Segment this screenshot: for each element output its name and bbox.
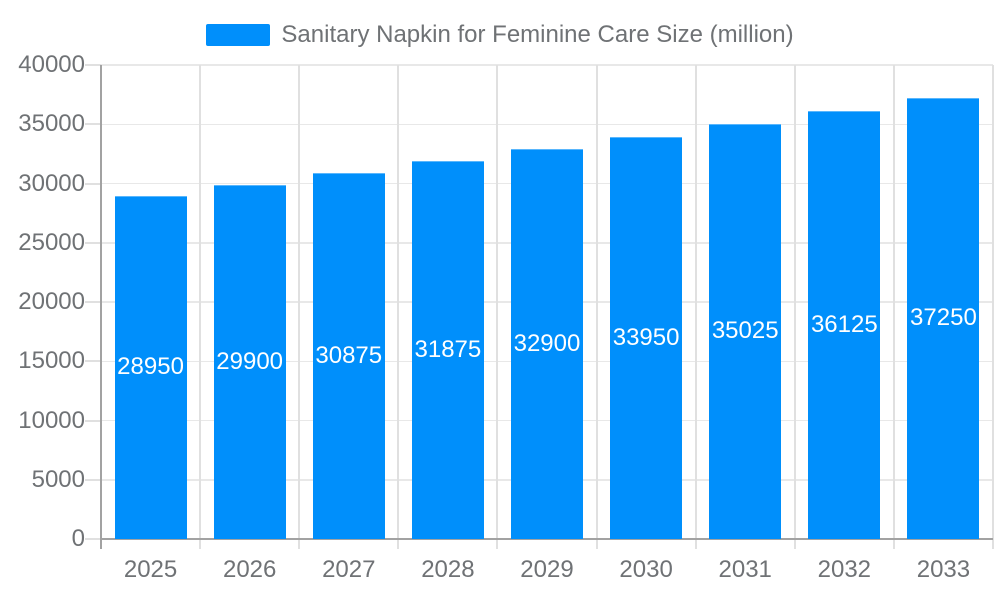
x-axis-label: 2033 xyxy=(916,556,971,583)
bar-2033[interactable] xyxy=(907,97,980,539)
bar-value-label: 28950 xyxy=(117,353,184,381)
x-axis-label: 2027 xyxy=(322,556,376,583)
bar-2030[interactable] xyxy=(610,136,683,539)
y-axis-tick xyxy=(85,123,101,126)
y-axis-label: 0 xyxy=(71,525,85,552)
y-axis-tick xyxy=(85,241,101,244)
y-axis-label: 35000 xyxy=(18,110,85,138)
bar-value-label: 33950 xyxy=(612,323,680,351)
y-axis-tick xyxy=(85,64,101,66)
bar-value-label: 32900 xyxy=(513,330,581,358)
y-axis-tick xyxy=(85,538,101,540)
bar-value-label: 29900 xyxy=(216,347,284,375)
bar-value-label: 31875 xyxy=(414,336,482,364)
y-axis-label: 20000 xyxy=(18,288,85,315)
bar-value-label: 35025 xyxy=(711,317,779,345)
y-axis-tick xyxy=(85,419,101,422)
y-axis-label: 15000 xyxy=(18,347,85,375)
x-axis-label: 2028 xyxy=(421,556,475,583)
x-axis-label: 2032 xyxy=(817,556,872,583)
legend[interactable]: Sanitary Napkin for Feminine Care Size (… xyxy=(0,21,1000,49)
bar-2031[interactable] xyxy=(709,123,782,539)
bar-2028[interactable] xyxy=(411,161,484,539)
gridline-vertical xyxy=(694,65,697,549)
bar-2032[interactable] xyxy=(808,110,881,539)
y-axis-label: 10000 xyxy=(18,406,85,434)
y-axis-tick xyxy=(85,478,101,481)
x-axis-label: 2029 xyxy=(520,556,574,583)
y-axis-line xyxy=(100,65,102,549)
bar-value-label: 30875 xyxy=(315,342,383,370)
x-axis-label: 2026 xyxy=(222,556,277,583)
bar-value-label: 37250 xyxy=(910,304,977,332)
gridline-vertical xyxy=(595,65,598,549)
y-axis-label: 25000 xyxy=(18,228,85,256)
x-axis-label: 2031 xyxy=(718,556,772,583)
bar-2029[interactable] xyxy=(511,149,583,539)
y-axis-label: 40000 xyxy=(18,51,85,78)
x-axis-label: 2025 xyxy=(123,556,178,583)
gridline-vertical xyxy=(496,65,499,549)
y-axis-tick xyxy=(85,360,101,363)
x-axis-label: 2030 xyxy=(619,556,673,583)
gridline-vertical xyxy=(793,65,796,549)
gridline-vertical xyxy=(992,65,994,549)
gridline-vertical xyxy=(298,65,301,549)
gridline-vertical xyxy=(892,65,895,549)
legend-label: Sanitary Napkin for Feminine Care Size (… xyxy=(281,21,794,48)
gridline-horizontal xyxy=(101,64,993,66)
x-axis-line xyxy=(101,538,993,540)
y-axis-tick xyxy=(85,301,101,303)
bar-2025[interactable] xyxy=(114,195,187,539)
bar-value-label: 36125 xyxy=(810,310,878,338)
bar-2026[interactable] xyxy=(213,184,286,539)
legend-swatch xyxy=(206,24,271,46)
y-axis-tick xyxy=(85,182,101,185)
bar-2027[interactable] xyxy=(312,173,385,539)
gridline-horizontal xyxy=(101,123,993,125)
y-axis-label: 30000 xyxy=(18,169,85,197)
gridline-vertical xyxy=(199,65,202,549)
gridline-vertical xyxy=(397,65,400,549)
y-axis-label: 5000 xyxy=(31,465,85,493)
